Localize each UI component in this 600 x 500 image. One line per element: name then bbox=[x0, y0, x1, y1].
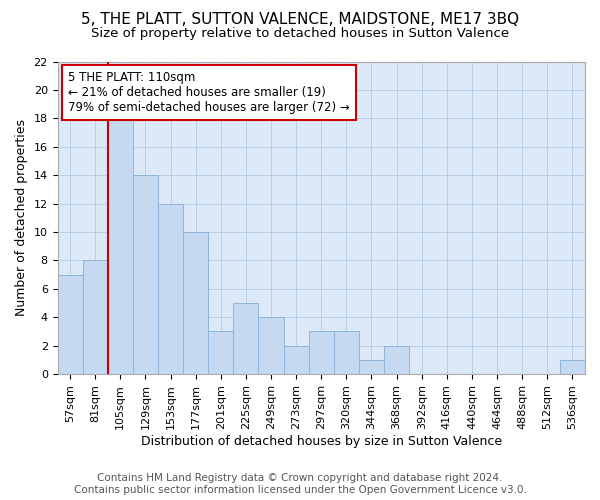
Bar bbox=[83, 260, 108, 374]
Text: 5, THE PLATT, SUTTON VALENCE, MAIDSTONE, ME17 3BQ: 5, THE PLATT, SUTTON VALENCE, MAIDSTONE,… bbox=[81, 12, 519, 28]
Bar bbox=[560, 360, 585, 374]
Bar bbox=[259, 318, 284, 374]
Bar bbox=[384, 346, 409, 374]
Bar bbox=[158, 204, 183, 374]
Bar bbox=[108, 118, 133, 374]
X-axis label: Distribution of detached houses by size in Sutton Valence: Distribution of detached houses by size … bbox=[141, 434, 502, 448]
Bar bbox=[309, 332, 334, 374]
Text: Size of property relative to detached houses in Sutton Valence: Size of property relative to detached ho… bbox=[91, 28, 509, 40]
Bar bbox=[359, 360, 384, 374]
Text: Contains HM Land Registry data © Crown copyright and database right 2024.
Contai: Contains HM Land Registry data © Crown c… bbox=[74, 474, 526, 495]
Bar bbox=[58, 274, 83, 374]
Bar bbox=[183, 232, 208, 374]
Bar bbox=[334, 332, 359, 374]
Y-axis label: Number of detached properties: Number of detached properties bbox=[15, 120, 28, 316]
Text: 5 THE PLATT: 110sqm
← 21% of detached houses are smaller (19)
79% of semi-detach: 5 THE PLATT: 110sqm ← 21% of detached ho… bbox=[68, 71, 350, 114]
Bar bbox=[208, 332, 233, 374]
Bar bbox=[284, 346, 309, 374]
Bar bbox=[233, 303, 259, 374]
Bar bbox=[133, 175, 158, 374]
